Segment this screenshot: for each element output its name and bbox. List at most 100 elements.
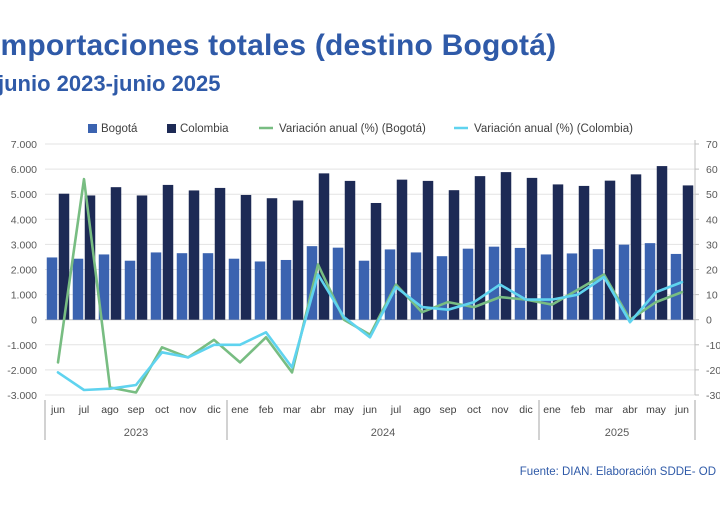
- bar-colombia: [630, 174, 642, 320]
- bar-bogota: [410, 252, 422, 320]
- x-tick-label: sep: [128, 404, 145, 416]
- bar-bogota: [306, 246, 318, 320]
- bar-colombia: [370, 202, 382, 320]
- bar-colombia: [214, 187, 226, 320]
- legend-label: Colombia: [180, 123, 229, 135]
- y-axis-left: -3.000 -2.000 -1.000 0 1.000 2.000 3.000 4.000 5…: [7, 139, 37, 402]
- bar-colombia: [110, 187, 122, 320]
- x-tick-label: dic: [207, 404, 220, 416]
- y-right-tick-label: -30: [706, 390, 720, 402]
- x-tick-label: jun: [50, 404, 65, 416]
- line-variation-colombia: [56, 273, 684, 392]
- bar-colombia: [396, 179, 408, 320]
- x-tick-label: ago: [101, 404, 119, 416]
- bar-bogota: [176, 253, 188, 320]
- legend-swatch: [167, 124, 176, 133]
- bar-colombia: [604, 180, 616, 320]
- bar-colombia: [500, 172, 512, 320]
- bar-colombia: [84, 195, 96, 320]
- bar-colombia: [266, 198, 278, 320]
- y-right-tick-label: -20: [706, 365, 720, 377]
- bar-colombia: [318, 173, 330, 320]
- x-tick-label: oct: [467, 404, 481, 416]
- x-tick-label: may: [646, 404, 667, 416]
- bar-bogota: [150, 252, 162, 320]
- y-left-tick-label: 3.000: [11, 239, 37, 251]
- bar-bogota: [436, 256, 448, 320]
- y-right-tick-label: 0: [706, 315, 712, 327]
- y-left-tick-label: -2.000: [7, 365, 37, 377]
- bar-bogota: [540, 254, 552, 320]
- source-note: Fuente: DIAN. Elaboración SDDE- OD: [519, 466, 716, 478]
- page-title: Importaciones totales (destino Bogotá): [0, 29, 557, 62]
- bar-bogota: [592, 249, 604, 320]
- x-tick-label: sep: [440, 404, 457, 416]
- bar-bogota: [514, 247, 526, 320]
- y-right-tick-label: 40: [706, 214, 718, 226]
- x-tick-label: mar: [595, 404, 614, 416]
- bar-bogota: [124, 260, 136, 320]
- bar-series: [46, 166, 694, 320]
- bar-bogota: [228, 258, 240, 320]
- bar-colombia: [240, 194, 252, 320]
- bar-bogota: [358, 260, 370, 320]
- bar-colombia: [344, 180, 356, 320]
- y-left-tick-label: -1.000: [7, 340, 37, 352]
- chart-legend: Bogotá Colombia Variación anual (%) (Bogot…: [88, 123, 633, 135]
- bar-colombia: [162, 184, 174, 320]
- y-right-tick-label: 60: [706, 164, 718, 176]
- bar-bogota: [332, 247, 344, 320]
- y-left-tick-label: 0: [31, 315, 37, 327]
- bar-colombia: [188, 190, 200, 320]
- bar-bogota: [72, 258, 84, 320]
- legend-swatch: [88, 124, 97, 133]
- line-series: [56, 177, 684, 394]
- bar-bogota: [46, 257, 58, 320]
- bar-bogota: [254, 261, 266, 320]
- y-left-tick-label: 6.000: [11, 164, 37, 176]
- legend-label: Variación anual (%) (Bogotá): [279, 123, 426, 135]
- x-tick-label: ago: [413, 404, 431, 416]
- x-tick-label: jun: [362, 404, 377, 416]
- x-tick-label: dic: [519, 404, 532, 416]
- bar-bogota: [462, 248, 474, 320]
- y-axis-right: -30 -20 -10 0 10 20 30 40 50 60 70: [694, 139, 720, 402]
- bar-colombia: [448, 190, 460, 320]
- x-tick-label: jul: [78, 404, 90, 416]
- x-tick-label: jun: [674, 404, 689, 416]
- bar-colombia: [422, 180, 434, 320]
- x-tick-label: may: [334, 404, 355, 416]
- x-tick-label: feb: [571, 404, 586, 416]
- bar-colombia: [526, 177, 538, 320]
- bar-bogota: [98, 254, 110, 320]
- x-tick-label: abr: [310, 404, 326, 416]
- bar-colombia: [474, 176, 486, 320]
- y-left-tick-label: 1.000: [11, 290, 37, 302]
- x-tick-label: oct: [155, 404, 169, 416]
- y-right-tick-label: 20: [706, 265, 718, 277]
- page-subtitle: junio 2023-junio 2025: [0, 71, 221, 96]
- bar-bogota: [566, 253, 578, 320]
- year-label: 2025: [605, 427, 629, 439]
- y-right-tick-label: 10: [706, 290, 718, 302]
- y-left-tick-label: 5.000: [11, 189, 37, 201]
- bar-bogota: [384, 249, 396, 320]
- y-right-tick-label: 50: [706, 189, 718, 201]
- bar-colombia: [292, 200, 304, 320]
- bar-bogota: [202, 253, 214, 320]
- bar-bogota: [488, 246, 500, 320]
- y-left-tick-label: 4.000: [11, 214, 37, 226]
- bar-bogota: [618, 244, 630, 320]
- bar-colombia: [552, 184, 564, 320]
- x-axis: jun jul ago sep oct nov dic ene feb mar abr may jun j…: [44, 400, 696, 440]
- x-tick-label: abr: [622, 404, 638, 416]
- year-label: 2024: [371, 427, 395, 439]
- y-left-tick-label: -3.000: [7, 390, 37, 402]
- x-tick-label: nov: [180, 404, 198, 416]
- bar-colombia: [136, 195, 148, 320]
- y-right-tick-label: 30: [706, 239, 718, 251]
- bar-bogota: [280, 259, 292, 320]
- year-label: 2023: [124, 427, 148, 439]
- x-tick-label: mar: [283, 404, 302, 416]
